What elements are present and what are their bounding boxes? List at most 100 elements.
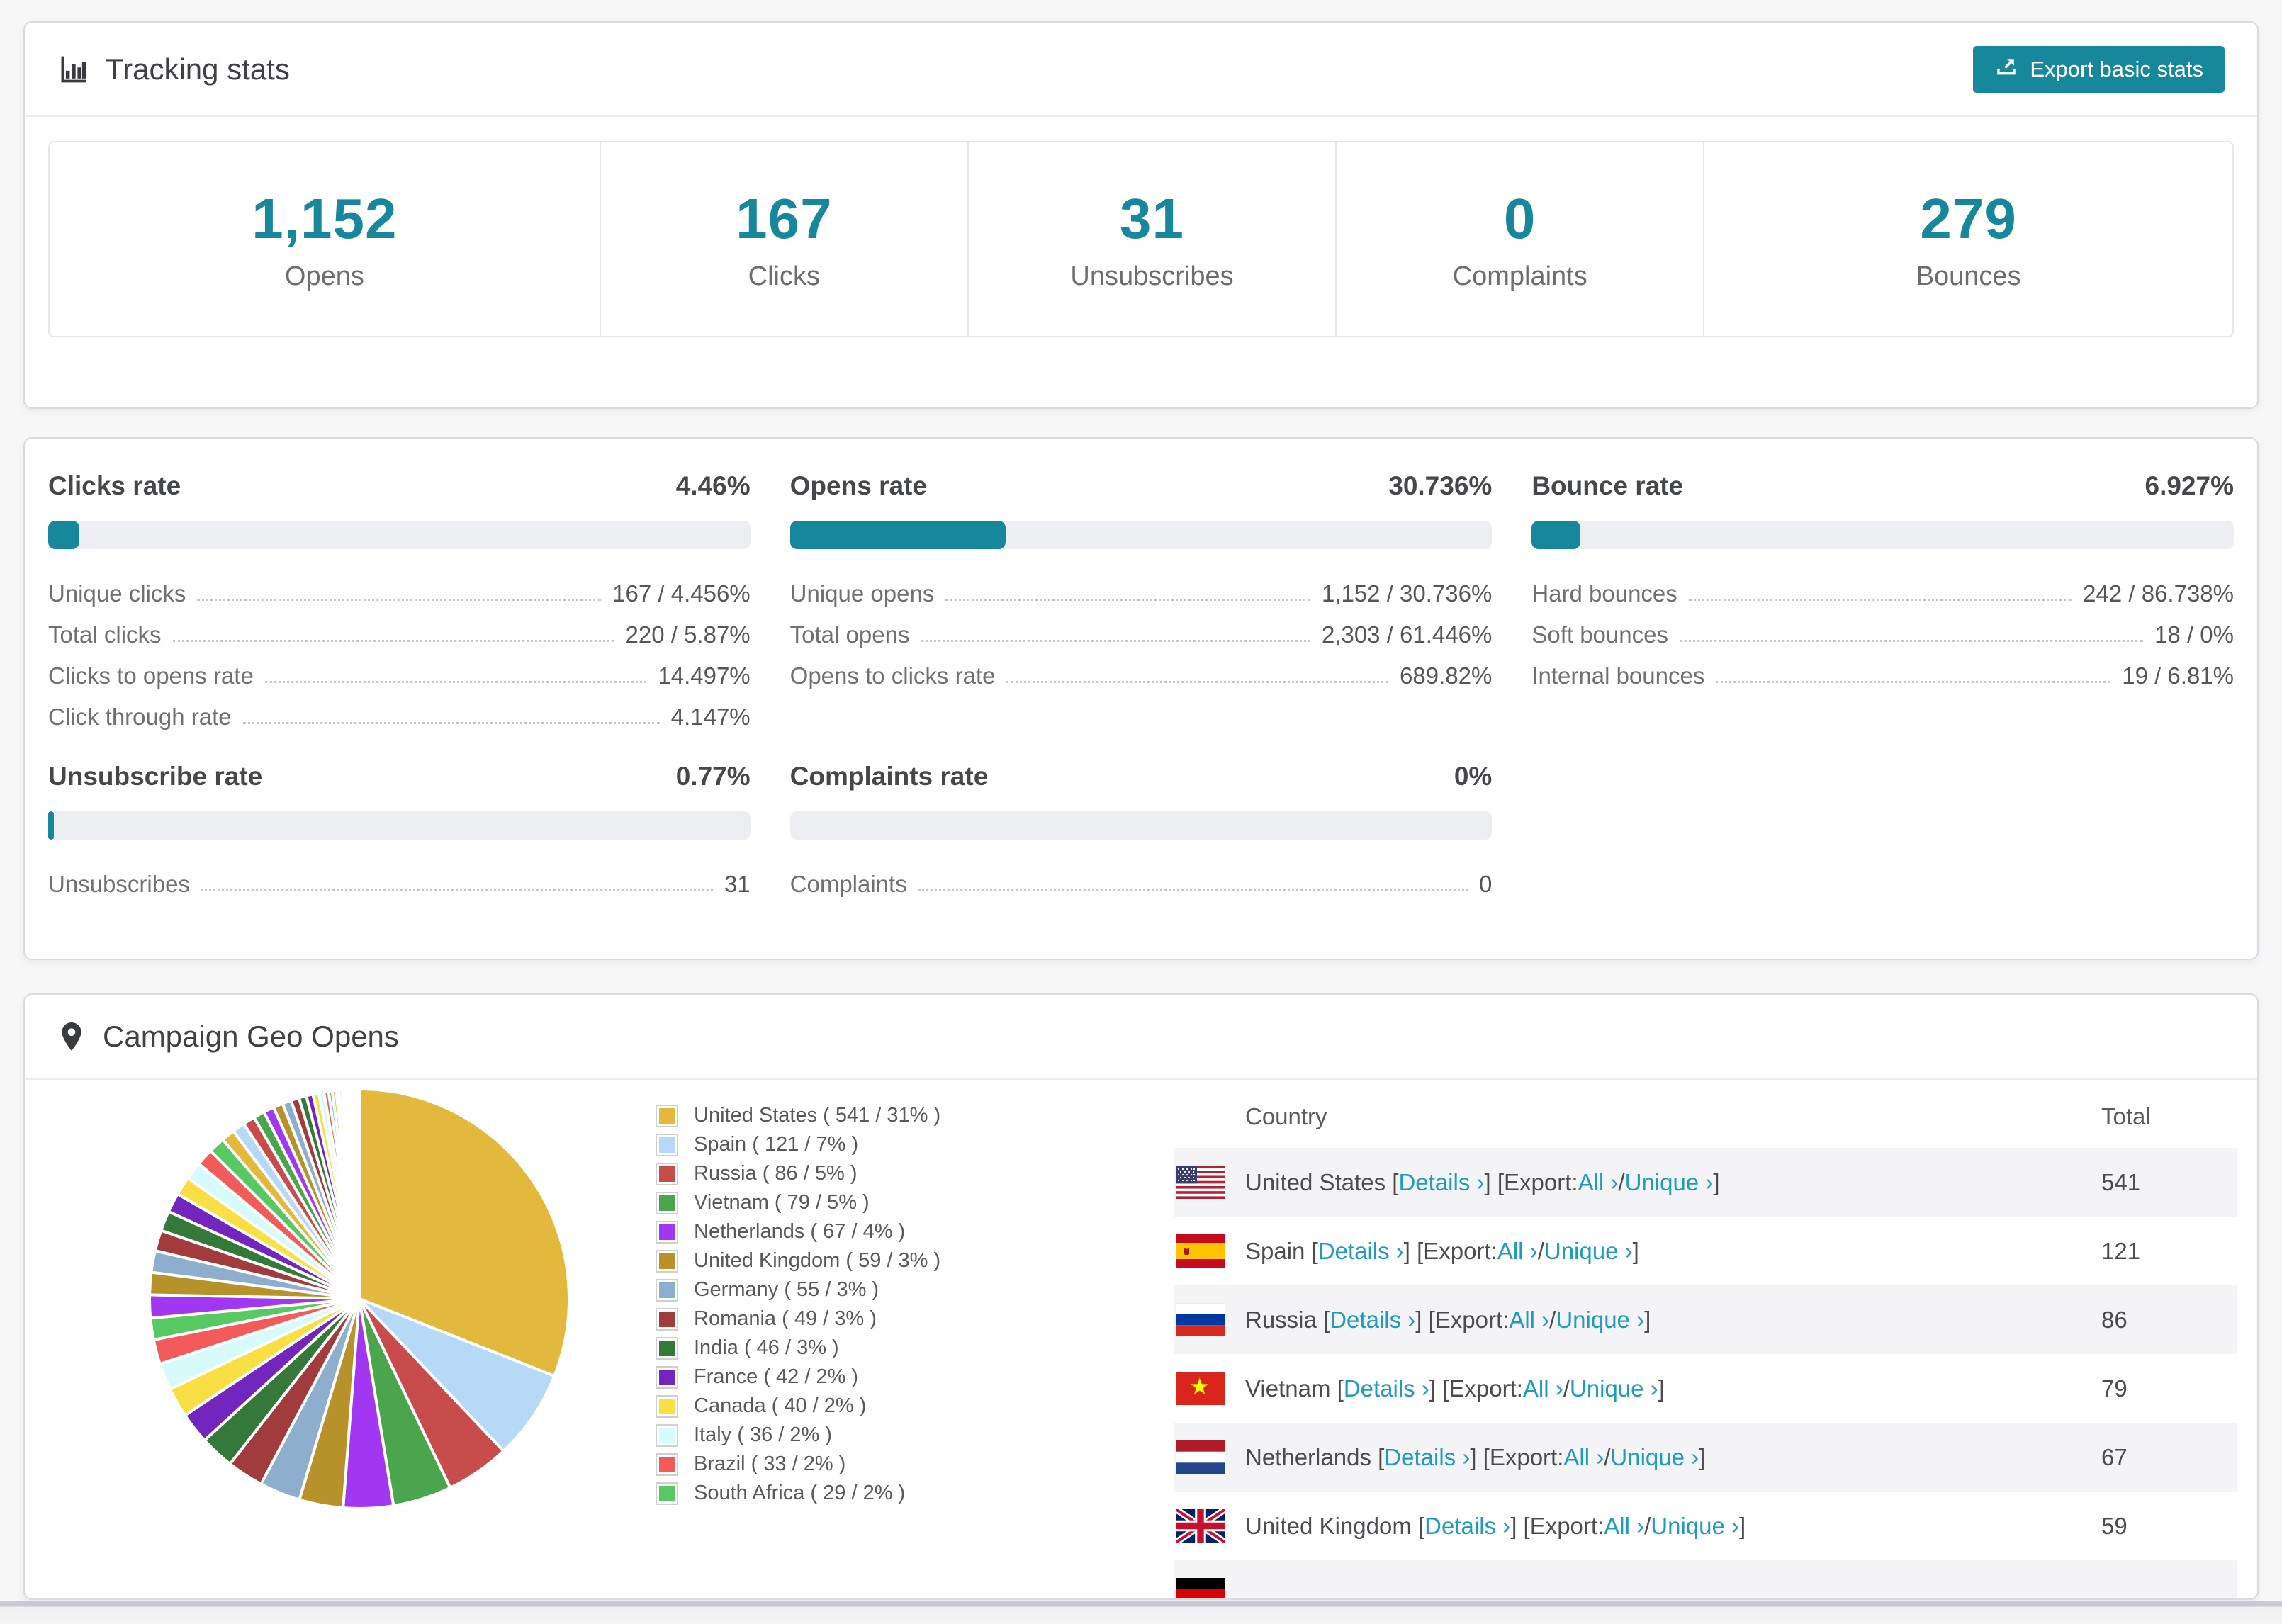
rate-rows: Hard bounces 242 / 86.738% Soft bounces 18 … — [1531, 573, 2234, 697]
export-all-link-netherlands[interactable]: All › — [1563, 1443, 1604, 1470]
progress-bar-clicks-rate — [48, 521, 751, 549]
country-column-header: Country — [1245, 1103, 1327, 1129]
details-link-vietnam[interactable]: Details › — [1343, 1375, 1429, 1402]
tracking-stats-card: Tracking stats Export basic stats 1,152 O… — [23, 21, 2259, 409]
bracket-close-text: ] — [1658, 1375, 1665, 1402]
rate-panel-head: Clicks rate 4.46% — [48, 471, 751, 501]
details-link-netherlands[interactable]: Details › — [1384, 1443, 1471, 1470]
pie-slice-spain[interactable] — [358, 1297, 556, 1453]
stat-label-clicks: Clicks — [748, 261, 820, 291]
legend-item-germany[interactable]: Germany ( 55 / 3% ) — [656, 1275, 940, 1304]
rate-row-unique-clicks: Unique clicks 167 / 4.456% — [48, 573, 751, 614]
stat-label-bounces: Bounces — [1916, 261, 2021, 291]
legend-item-united-states[interactable]: United States ( 541 / 31% ) — [656, 1101, 940, 1130]
export-all-link-spain[interactable]: All › — [1497, 1237, 1538, 1264]
rate-panel-head: Complaints rate 0% — [790, 762, 1493, 791]
export-prefix-text: ] [Export: — [1403, 1237, 1497, 1264]
geo-row-total: 79 — [2101, 1375, 2128, 1402]
rate-panel-value: 6.927% — [2145, 471, 2235, 500]
geo-table-row-partial — [1174, 1560, 2237, 1598]
bracket-close-text: ] — [1739, 1512, 1746, 1539]
export-unique-link-spain[interactable]: Unique › — [1544, 1237, 1633, 1264]
export-basic-stats-button[interactable]: Export basic stats — [1973, 45, 2225, 93]
bracket-close-text: ] — [1644, 1306, 1651, 1333]
legend-item-spain[interactable]: Spain ( 121 / 7% ) — [656, 1130, 940, 1159]
rate-row-label: Clicks to opens rate — [48, 662, 254, 689]
legend-item-italy[interactable]: Italy ( 36 / 2% ) — [656, 1421, 940, 1450]
legend-swatch-russia — [656, 1162, 678, 1185]
stat-value-opens: 1,152 — [252, 187, 398, 250]
rate-panel-title: Clicks rate — [48, 471, 181, 500]
stat-complaints: 0 Complaints — [1335, 142, 1703, 336]
stat-label-complaints: Complaints — [1452, 261, 1587, 291]
geo-row-country-cell: Netherlands [Details ›] [Export: All › /… — [1174, 1440, 2101, 1474]
rate-row-label: Total clicks — [48, 621, 162, 648]
bracket-close-text: ] — [1632, 1237, 1639, 1264]
rate-rows: Complaints 0 — [790, 864, 1493, 905]
legend-item-vietnam[interactable]: Vietnam ( 79 / 5% ) — [656, 1188, 940, 1217]
legend-item-brazil[interactable]: Brazil ( 33 / 2% ) — [656, 1450, 940, 1479]
rate-row-click-through-rate: Click through rate 4.147% — [48, 697, 751, 738]
export-unique-link-vietnam[interactable]: Unique › — [1569, 1375, 1658, 1402]
dotted-leader — [264, 681, 647, 683]
details-link-russia[interactable]: Details › — [1330, 1306, 1416, 1333]
legend-label-germany: Germany ( 55 / 3% ) — [694, 1278, 879, 1301]
bracket-close-text: ] — [1713, 1168, 1720, 1195]
rate-row-value: 0 — [1478, 871, 1493, 897]
details-link-spain[interactable]: Details › — [1317, 1237, 1404, 1264]
details-link-united-kingdom[interactable]: Details › — [1424, 1512, 1511, 1539]
es-flag-icon — [1176, 1234, 1225, 1268]
export-unique-link-netherlands[interactable]: Unique › — [1610, 1443, 1699, 1470]
export-prefix-text: ] [Export: — [1429, 1375, 1523, 1402]
rate-panel-complaints-rate: Complaints rate 0% Complaints 0 — [789, 762, 1493, 905]
rate-rows: Unique opens 1,152 / 30.736% Total opens 2,… — [790, 573, 1493, 697]
legend-item-south-africa[interactable]: South Africa ( 29 / 2% ) — [656, 1479, 940, 1508]
export-unique-link-united-kingdom[interactable]: Unique › — [1651, 1512, 1739, 1539]
legend-item-russia[interactable]: Russia ( 86 / 5% ) — [656, 1159, 940, 1188]
progress-bar-bounce-rate — [1531, 521, 2234, 549]
export-all-link-united-kingdom[interactable]: All › — [1604, 1512, 1645, 1539]
rate-row-label: Unique opens — [789, 580, 935, 607]
legend-label-romania: Romania ( 49 / 3% ) — [694, 1307, 877, 1330]
dotted-leader — [1688, 599, 2072, 601]
legend-swatch-germany — [656, 1278, 678, 1302]
progress-bar-opens-rate — [789, 521, 1493, 549]
progress-fill-clicks-rate — [48, 521, 80, 549]
rate-panel-bounce-rate: Bounce rate 6.927% Hard bounces 242 / 86.73… — [1531, 471, 2234, 738]
details-link-united-states[interactable]: Details › — [1398, 1168, 1485, 1195]
legend-swatch-italy — [656, 1423, 678, 1447]
bracket-text: [ — [1330, 1375, 1344, 1402]
bracket-text: [ — [1411, 1512, 1425, 1539]
export-all-link-vietnam[interactable]: All › — [1522, 1375, 1563, 1402]
dotted-leader — [201, 889, 713, 891]
stat-value-unsubscribes: 31 — [1120, 187, 1184, 250]
legend-item-france[interactable]: France ( 42 / 2% ) — [656, 1363, 940, 1392]
legend-swatch-netherlands — [656, 1220, 678, 1244]
legend-label-russia: Russia ( 86 / 5% ) — [694, 1162, 858, 1185]
rate-panel-title: Complaints rate — [789, 762, 989, 791]
geo-opens-title: Campaign Geo Opens — [103, 1020, 399, 1053]
rate-panel-value: 0.77% — [675, 762, 751, 791]
geo-row-total: 121 — [2101, 1237, 2141, 1264]
legend-item-canada[interactable]: Canada ( 40 / 2% ) — [656, 1392, 940, 1421]
legend-label-netherlands: Netherlands ( 67 / 4% ) — [694, 1220, 906, 1243]
rate-panel-value: 0% — [1454, 762, 1493, 791]
legend-item-netherlands[interactable]: Netherlands ( 67 / 4% ) — [656, 1217, 940, 1246]
country-name: United States — [1245, 1168, 1386, 1195]
pie-slice-united-states[interactable] — [358, 1087, 570, 1378]
export-all-link-russia[interactable]: All › — [1509, 1306, 1550, 1333]
export-all-link-united-states[interactable]: All › — [1578, 1168, 1619, 1195]
slash-separator: / — [1644, 1512, 1651, 1539]
geo-opens-header: Campaign Geo Opens — [25, 995, 2257, 1080]
rate-row-hard-bounces: Hard bounces 242 / 86.738% — [1531, 573, 2234, 614]
progress-fill-opens-rate — [789, 521, 1006, 549]
legend-item-india[interactable]: India ( 46 / 3% ) — [656, 1333, 940, 1363]
total-column-header: Total — [2101, 1103, 2151, 1129]
slash-separator: / — [1618, 1168, 1625, 1195]
legend-label-vietnam: Vietnam ( 79 / 5% ) — [694, 1191, 870, 1214]
export-unique-link-russia[interactable]: Unique › — [1556, 1306, 1645, 1333]
dotted-leader — [197, 599, 602, 601]
legend-item-united-kingdom[interactable]: United Kingdom ( 59 / 3% ) — [656, 1246, 940, 1275]
legend-item-romania[interactable]: Romania ( 49 / 3% ) — [656, 1304, 940, 1333]
export-unique-link-united-states[interactable]: Unique › — [1624, 1168, 1714, 1195]
